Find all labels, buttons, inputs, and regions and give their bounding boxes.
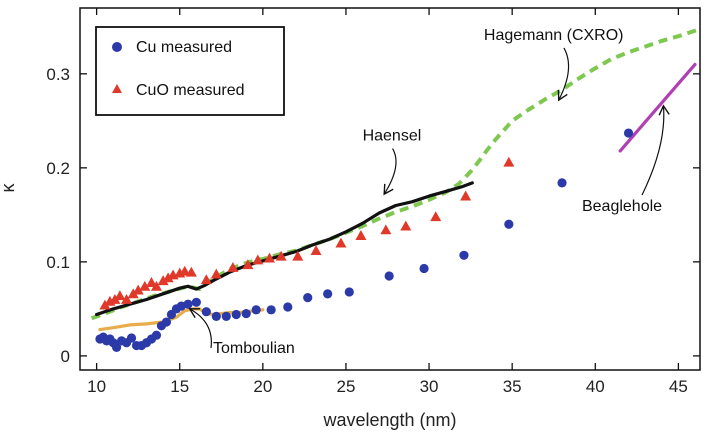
point-cu-measured: [323, 289, 333, 299]
y-axis-label: κ: [0, 183, 18, 193]
point-cuo-measured: [227, 262, 239, 272]
x-tick-label: 35: [503, 377, 522, 396]
x-tick-label: 15: [170, 377, 189, 396]
point-cu-measured: [191, 297, 201, 307]
y-tick-label: 0: [61, 347, 70, 366]
legend-label-cu: Cu measured: [136, 39, 232, 56]
point-cuo-measured: [145, 277, 157, 287]
point-cuo-measured: [310, 245, 322, 255]
point-cuo-measured: [114, 290, 126, 301]
point-cu-measured: [211, 311, 221, 322]
point-cu-measured: [384, 271, 394, 281]
point-cu-measured: [241, 308, 251, 319]
x-axis: 10 15 20 25 30 35 40 45: [87, 8, 688, 396]
annotation-label-hagemann-cxro: Hagemann (CXRO): [484, 27, 624, 44]
point-cuo-measured: [127, 288, 139, 299]
point-cuo-measured: [380, 224, 392, 235]
point-cuo-measured: [252, 254, 264, 265]
x-tick-label: 10: [87, 377, 106, 396]
x-tick-label: 30: [420, 377, 439, 396]
x-axis-label: wavelength (nm): [322, 410, 456, 430]
point-cuo-measured: [99, 299, 111, 310]
point-cuo-measured: [157, 275, 169, 286]
point-cuo-measured: [210, 268, 222, 279]
point-cuo-measured: [355, 230, 367, 240]
point-cuo-measured: [242, 259, 254, 270]
legend-label-cuo: CuO measured: [136, 82, 245, 99]
point-cu-measured: [283, 302, 293, 312]
point-cuo-measured: [400, 220, 412, 231]
point-cuo-measured: [139, 280, 151, 291]
annotation-arrowhead-tomboulian: [188, 308, 201, 318]
point-cuo-measured: [460, 190, 472, 201]
y-tick-label: 0.1: [46, 253, 70, 272]
point-cuo-measured: [430, 211, 442, 222]
point-cuo-measured: [121, 293, 133, 304]
annotation-label-tomboulian: Tomboulian: [213, 340, 295, 357]
point-cu-measured: [151, 330, 162, 340]
point-cu-measured: [557, 178, 567, 188]
point-cuo-measured: [132, 284, 144, 295]
annotations: Hagemann (CXRO) Haensel Tomboulian Beagleho…: [188, 27, 670, 357]
point-cu-measured: [251, 305, 261, 315]
x-tick-label: 20: [253, 377, 272, 396]
point-cu-measured: [419, 263, 429, 274]
annotation-arrow-beaglehole: [641, 105, 665, 196]
legend-marker-cuo: [112, 84, 122, 93]
point-cuo-measured: [335, 237, 347, 248]
annotation-arrow-tomboulian: [189, 308, 212, 349]
point-cuo-measured: [275, 250, 287, 261]
annotation-label-beaglehole: Beaglehole: [582, 198, 662, 215]
point-cu-measured: [221, 311, 231, 322]
annotation-label-haensel: Haensel: [363, 128, 422, 145]
annotation-arrow-haensel: [383, 148, 397, 195]
point-cuo-measured: [263, 252, 275, 263]
point-cu-measured: [504, 219, 514, 229]
point-cuo-measured: [109, 293, 121, 304]
point-cu-measured: [344, 287, 354, 297]
point-cu-measured: [623, 128, 634, 138]
x-tick-label: 45: [669, 377, 688, 396]
annotation-arrowhead-beaglehole: [658, 104, 670, 116]
y-tick-label: 0.3: [46, 65, 70, 84]
annotation-arrowhead-hagemann-cxro: [557, 89, 568, 102]
point-cu-measured: [161, 317, 172, 327]
point-cuo-measured: [150, 280, 162, 291]
point-cu-measured: [183, 299, 193, 309]
legend-marker-cu: [112, 42, 122, 52]
point-cuo-measured: [292, 250, 304, 261]
legend-box: [95, 26, 285, 116]
point-cuo-measured: [503, 156, 515, 167]
point-cu-measured: [266, 305, 276, 315]
series-points: [95, 128, 634, 353]
point-cu-measured: [201, 307, 211, 317]
point-cu-measured: [111, 342, 122, 353]
y-axis: 0 0.1 0.2 0.3: [46, 65, 700, 366]
point-cuo-measured: [200, 274, 212, 285]
point-cu-measured: [231, 309, 241, 320]
point-cu-measured: [459, 250, 469, 260]
x-tick-label: 25: [336, 377, 355, 396]
x-tick-label: 40: [586, 377, 605, 396]
annotation-arrowhead-haensel: [383, 183, 394, 196]
series-line-beaglehole: [618, 62, 697, 153]
point-cuo-measured: [185, 266, 197, 277]
annotation-arrow-hagemann-cxro: [558, 47, 570, 101]
point-cu-measured: [303, 293, 313, 303]
point-cuo-measured: [179, 265, 191, 276]
y-tick-label: 0.2: [46, 159, 70, 178]
point-cu-measured: [126, 333, 137, 343]
point-cuo-measured: [162, 272, 174, 283]
legend: Cu measured CuO measured: [95, 26, 285, 116]
